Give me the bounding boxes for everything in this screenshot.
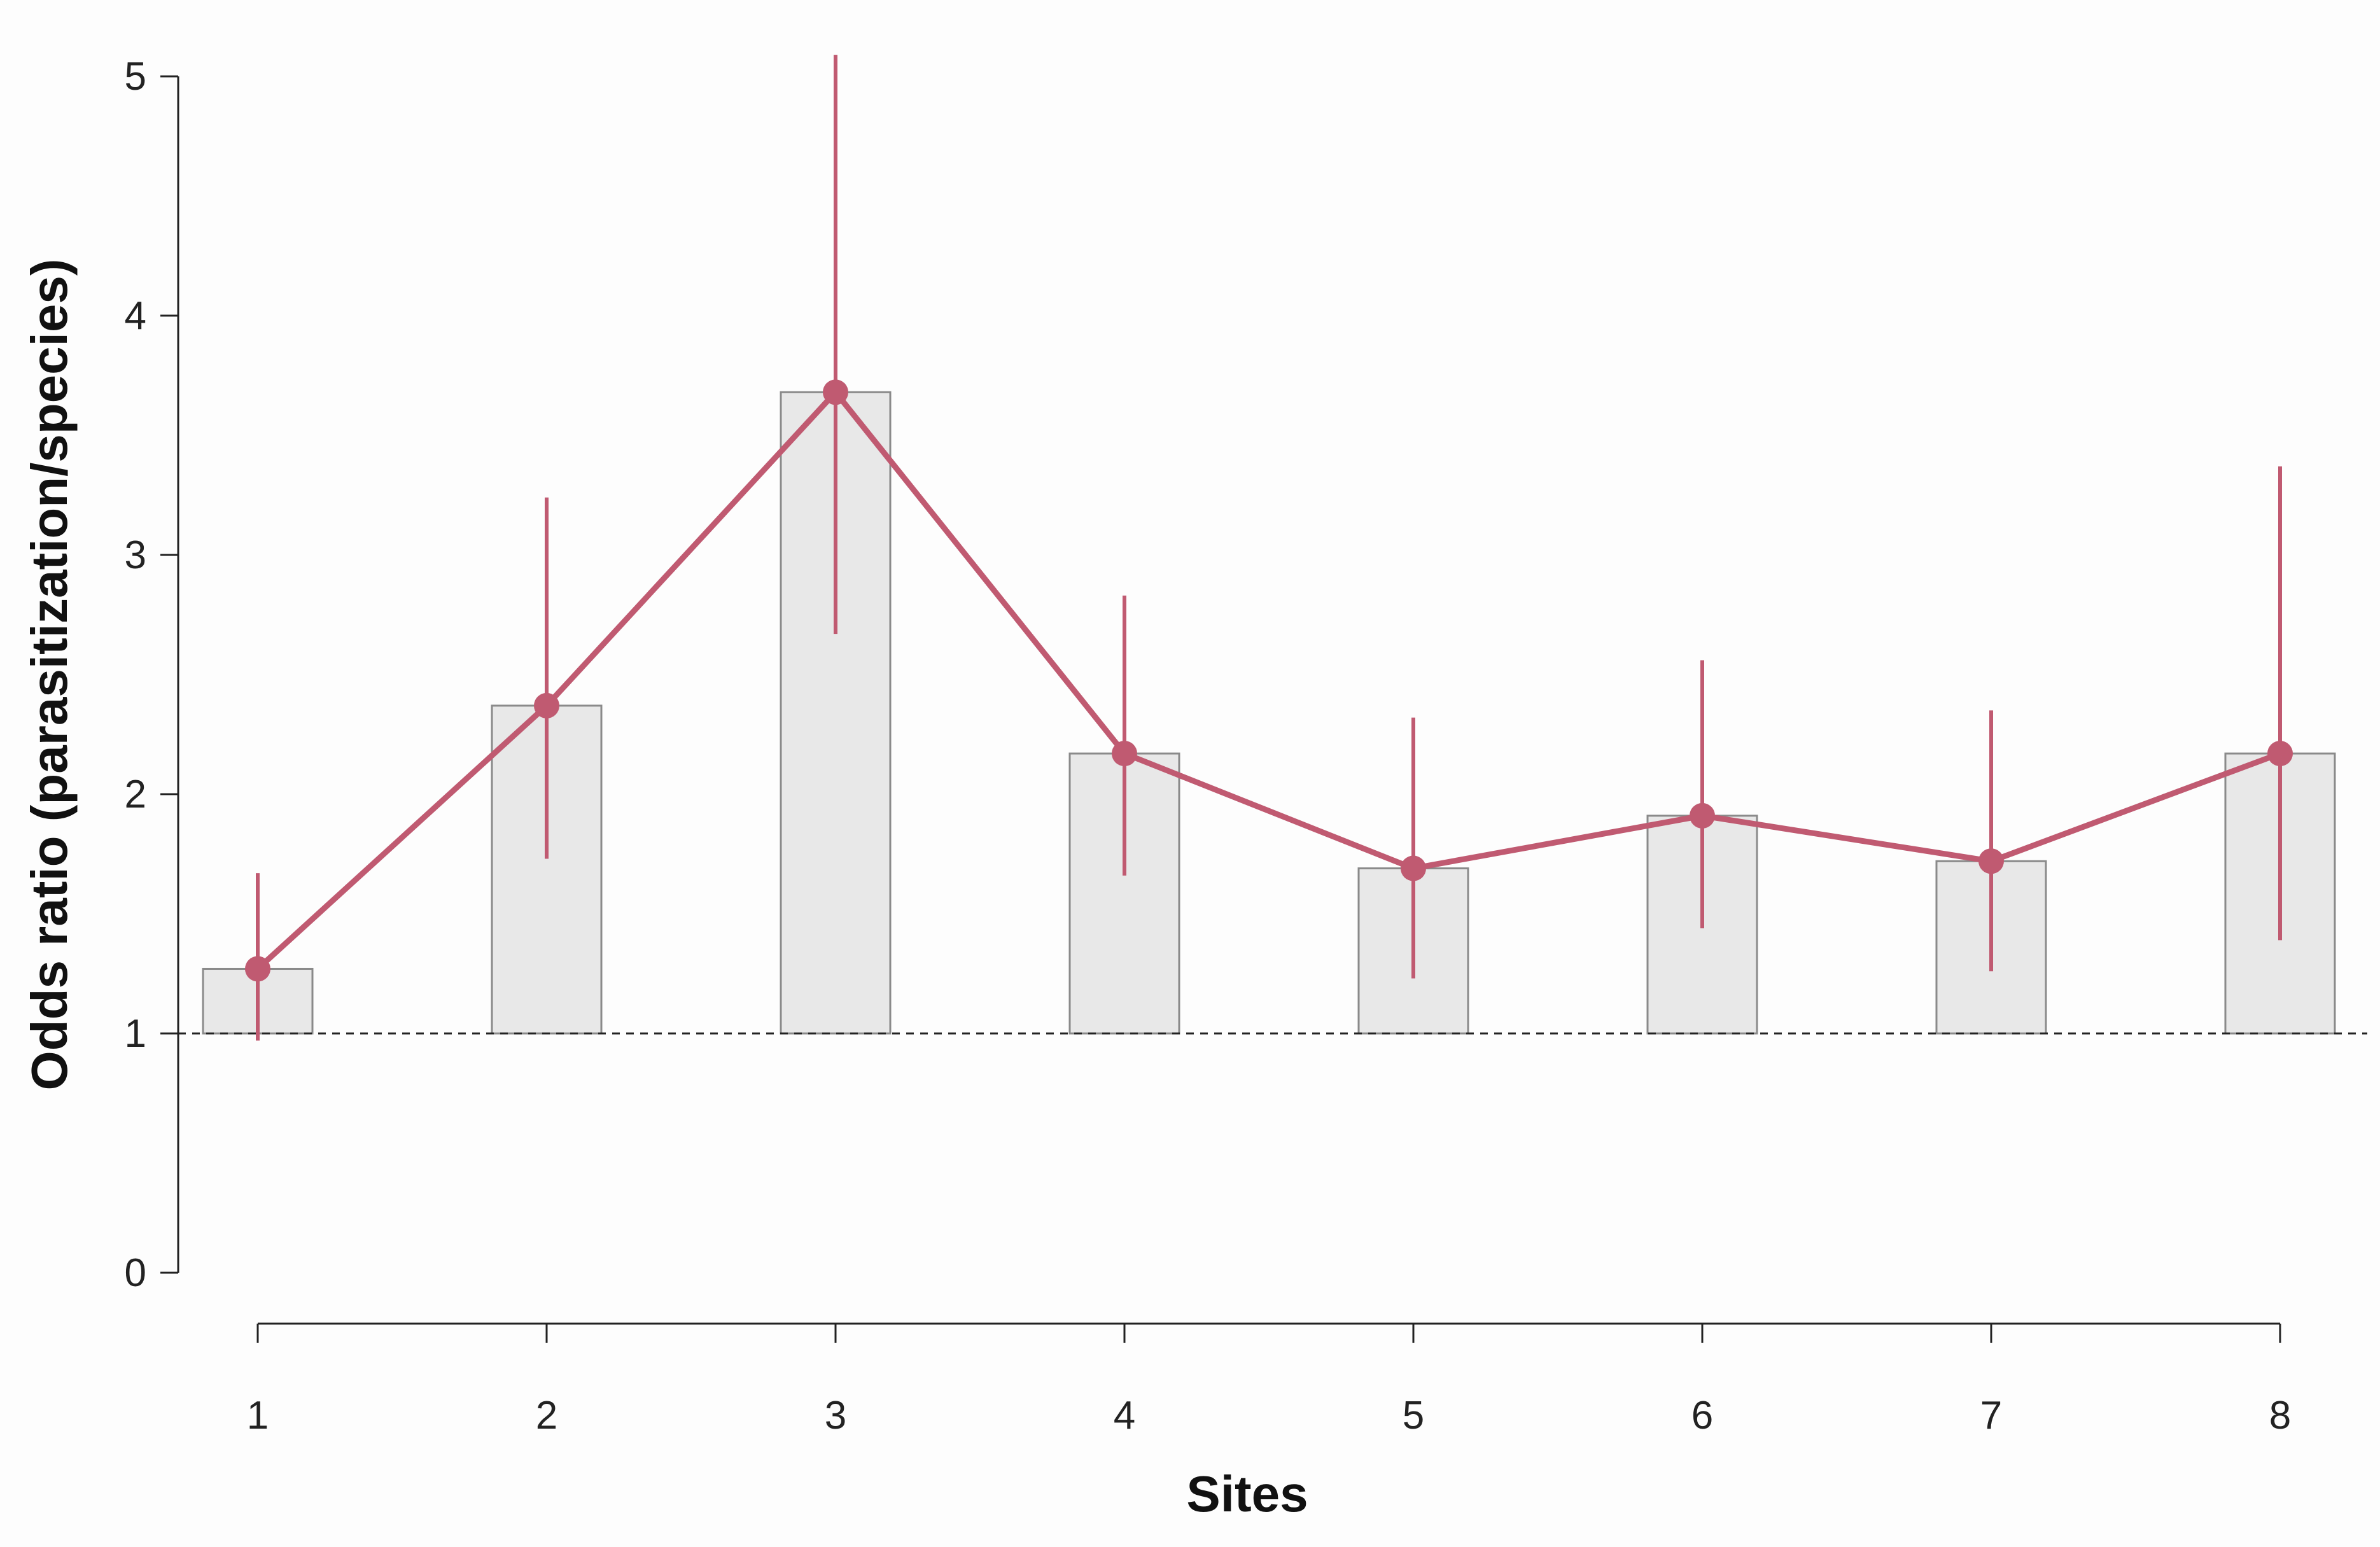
- point-group: [245, 379, 2293, 982]
- point-site-7: [1978, 848, 2004, 874]
- y-tick-label-4: 4: [125, 294, 146, 338]
- point-site-4: [1112, 741, 1137, 767]
- y-tick-label-2: 2: [125, 773, 146, 816]
- error-bar-group: [256, 55, 2282, 1041]
- y-axis-title: Odds ratio (parasitization/species): [21, 259, 78, 1091]
- plot-area: [178, 55, 2367, 1041]
- point-site-8: [2267, 741, 2293, 767]
- x-tick-label-3: 3: [825, 1394, 846, 1438]
- point-site-3: [823, 379, 848, 405]
- y-axis: 0 1 2 3 4 5: [125, 55, 179, 1295]
- point-site-5: [1401, 855, 1426, 881]
- point-site-2: [534, 692, 559, 718]
- y-tick-label-5: 5: [125, 55, 146, 99]
- bar-group: [202, 391, 2336, 1035]
- y-tick-label-1: 1: [125, 1012, 146, 1056]
- point-site-1: [245, 956, 270, 982]
- x-tick-label-1: 1: [247, 1394, 269, 1438]
- x-axis: 1 2 3 4 5 6 7 8: [247, 1322, 2291, 1438]
- x-tick-label-2: 2: [536, 1394, 557, 1438]
- y-tick-label-3: 3: [125, 533, 146, 577]
- x-tick-label-6: 6: [1691, 1394, 1713, 1438]
- x-tick-label-8: 8: [2269, 1394, 2291, 1438]
- y-tick-label-0: 0: [125, 1251, 146, 1295]
- x-tick-label-5: 5: [1403, 1394, 1424, 1438]
- series-line: [255, 389, 2281, 971]
- x-axis-title: Sites: [1186, 1466, 1308, 1522]
- x-tick-label-4: 4: [1114, 1394, 1135, 1438]
- point-site-6: [1690, 802, 1715, 829]
- x-tick-label-7: 7: [1980, 1394, 2002, 1438]
